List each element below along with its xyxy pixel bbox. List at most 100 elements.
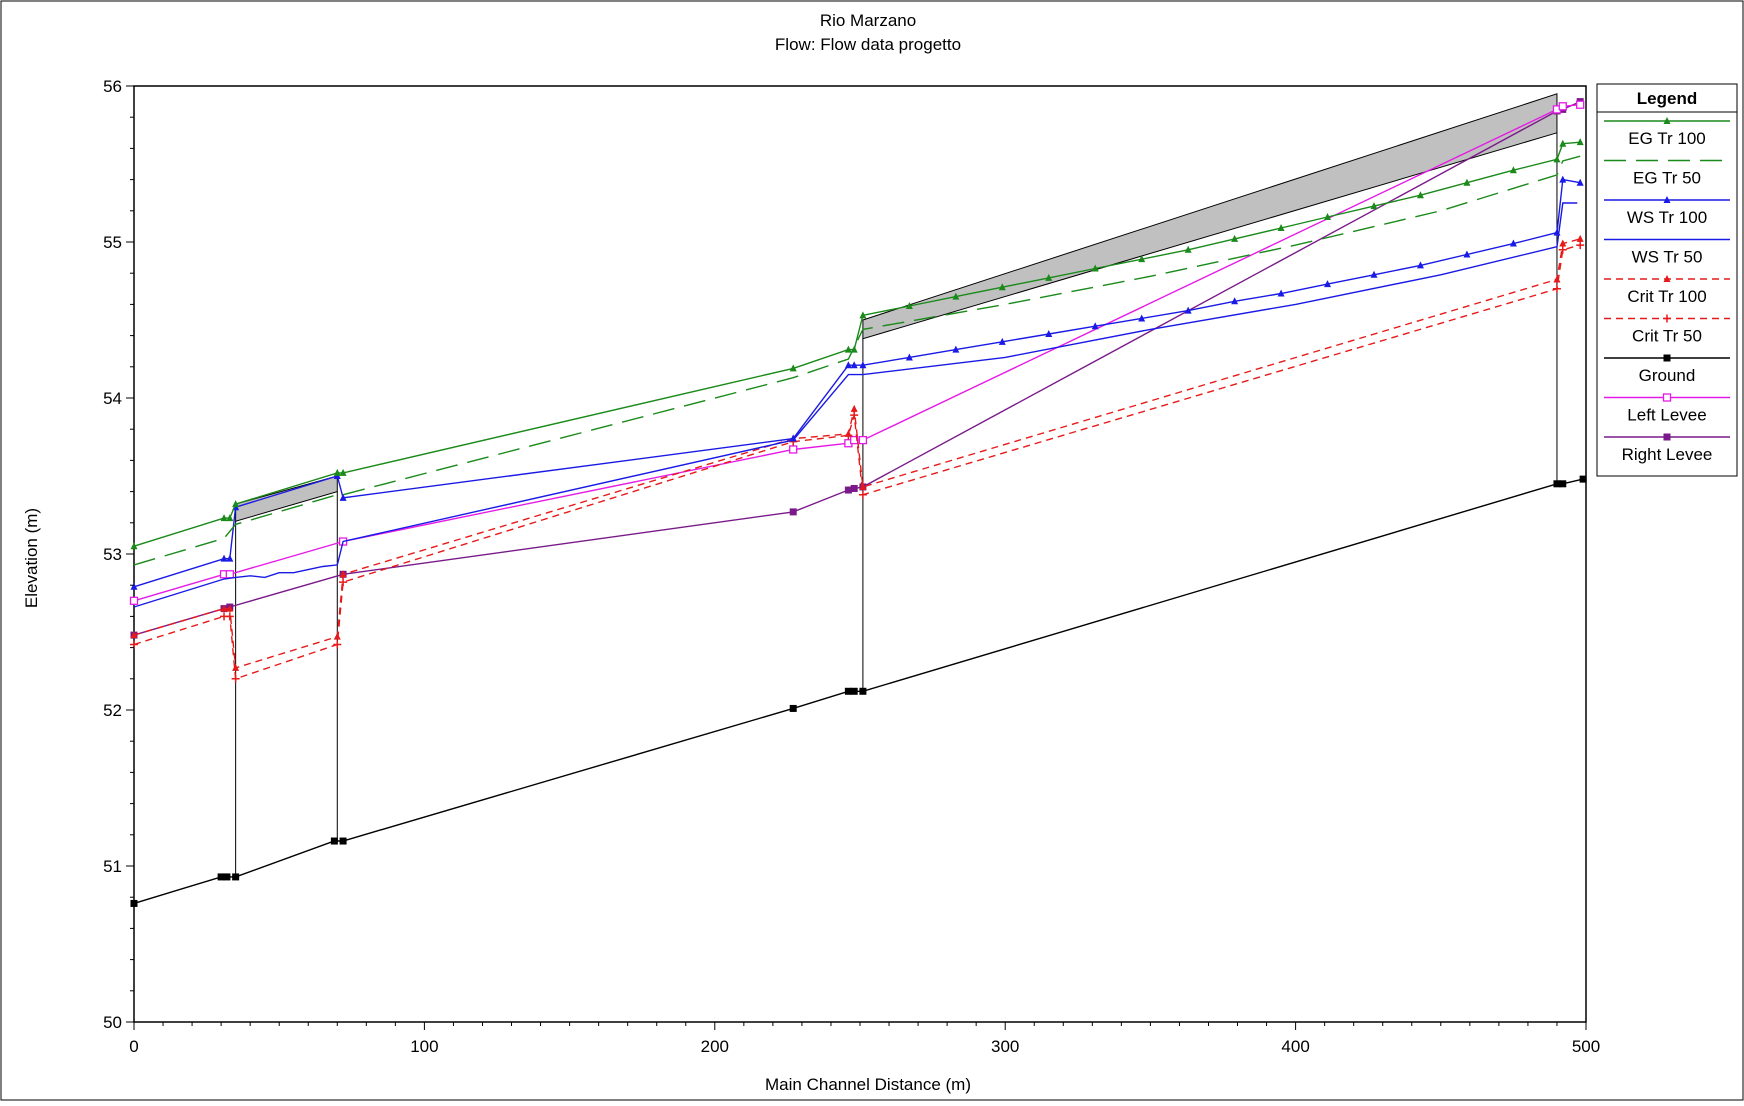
legend-label: WS Tr 100 — [1627, 208, 1707, 227]
x-tick-label: 0 — [129, 1037, 138, 1056]
data-point — [1559, 175, 1567, 183]
y-tick-label: 56 — [103, 77, 122, 96]
legend-marker — [1663, 354, 1671, 362]
chart-title: Rio Marzano — [820, 11, 916, 30]
data-point — [859, 311, 867, 319]
data-point — [129, 596, 139, 605]
legend-label: Right Levee — [1622, 445, 1713, 464]
data-point — [1370, 270, 1378, 278]
data-point — [1576, 138, 1584, 146]
data-point — [1576, 100, 1585, 109]
data-point — [844, 486, 852, 494]
data-point — [1231, 234, 1239, 242]
x-tick-label: 500 — [1572, 1037, 1600, 1056]
data-point — [998, 283, 1006, 291]
plot-area — [133, 85, 1587, 1023]
data-point — [223, 873, 231, 881]
data-point — [858, 490, 867, 499]
data-point — [232, 663, 240, 671]
data-point — [859, 687, 867, 695]
data-point — [789, 445, 798, 454]
plot-frame — [133, 85, 1587, 1023]
data-point — [333, 640, 342, 649]
x-tick-label: 400 — [1281, 1037, 1309, 1056]
data-point — [859, 361, 867, 369]
data-point — [1553, 480, 1561, 488]
data-point — [225, 612, 234, 621]
legend-label: Left Levee — [1627, 406, 1706, 425]
data-point — [339, 570, 347, 578]
y-tick-label: 51 — [103, 857, 122, 876]
x-tick-label: 300 — [991, 1037, 1019, 1056]
legend-marker — [1663, 117, 1671, 124]
legend-item-eg-tr-100: EG Tr 100 — [1604, 117, 1730, 148]
structure-lines — [235, 132, 1558, 877]
data-point — [789, 434, 797, 442]
data-point — [333, 468, 341, 476]
data-point — [330, 837, 338, 845]
data-point — [1138, 255, 1146, 263]
legend-item-left-levee: Left Levee — [1604, 393, 1730, 425]
data-point — [1184, 306, 1192, 314]
data-point — [1091, 322, 1099, 330]
legend-items: EG Tr 100 EG Tr 50 WS Tr 100 WS Tr 50 Crit T… — [1604, 117, 1730, 464]
data-point — [1559, 239, 1567, 247]
legend-item-crit-tr-50: Crit Tr 50 — [1604, 314, 1730, 346]
legend-item-ws-tr-100: WS Tr 100 — [1604, 196, 1730, 227]
y-tick-label: 52 — [103, 701, 122, 720]
data-point — [232, 873, 240, 881]
legend-marker — [1662, 393, 1672, 402]
axes: 0 100 200 300 400 500 50 51 52 53 54 55 56 — [103, 77, 1600, 1056]
series-left-levee — [129, 100, 1585, 605]
y-tick-label: 55 — [103, 233, 122, 252]
data-point — [859, 482, 867, 490]
data-point — [1324, 280, 1332, 288]
data-point — [1463, 250, 1471, 258]
legend-item-ground: Ground — [1604, 354, 1730, 385]
y-tick-label: 53 — [103, 545, 122, 564]
data-point — [789, 364, 797, 372]
data-point — [130, 582, 138, 590]
data-point — [844, 429, 852, 437]
legend-marker — [1663, 314, 1671, 323]
data-point — [850, 404, 858, 412]
data-point — [789, 704, 797, 712]
y-axis-label: Elevation (m) — [22, 508, 41, 608]
legend-label: Ground — [1639, 366, 1696, 385]
legend: Legend EG Tr 100 EG Tr 50 WS Tr 100 WS Tr 5… — [1596, 83, 1738, 477]
data-point — [1553, 275, 1561, 283]
data-point — [333, 632, 341, 640]
data-point — [952, 345, 960, 353]
legend-label: EG Tr 100 — [1628, 129, 1705, 148]
y-tick-label: 54 — [103, 389, 122, 408]
legend-marker — [1663, 275, 1671, 282]
data-point — [1277, 289, 1285, 297]
data-point — [232, 500, 240, 508]
series-line — [133, 155, 1581, 566]
legend-label: EG Tr 50 — [1633, 169, 1701, 188]
data-point — [217, 873, 225, 881]
data-point — [1576, 234, 1584, 242]
data-point — [1463, 178, 1471, 186]
data-point — [130, 542, 138, 550]
data-point — [339, 578, 348, 587]
series-group — [129, 98, 1587, 907]
data-point — [130, 899, 138, 907]
data-point — [220, 604, 228, 612]
legend-item-right-levee: Right Levee — [1604, 433, 1730, 464]
series-eg-tr-50 — [133, 155, 1581, 566]
data-point — [1324, 213, 1332, 221]
data-point — [1559, 480, 1567, 488]
data-point — [1277, 223, 1285, 231]
data-point — [1558, 102, 1567, 111]
data-point — [226, 554, 234, 562]
data-point — [220, 554, 228, 562]
data-point — [1416, 261, 1424, 269]
y-tick-label: 50 — [103, 1013, 122, 1032]
data-point — [905, 301, 913, 309]
data-point — [1552, 284, 1561, 293]
data-point — [1553, 228, 1561, 236]
series-eg-tr-100 — [130, 138, 1584, 550]
data-point — [226, 604, 234, 612]
